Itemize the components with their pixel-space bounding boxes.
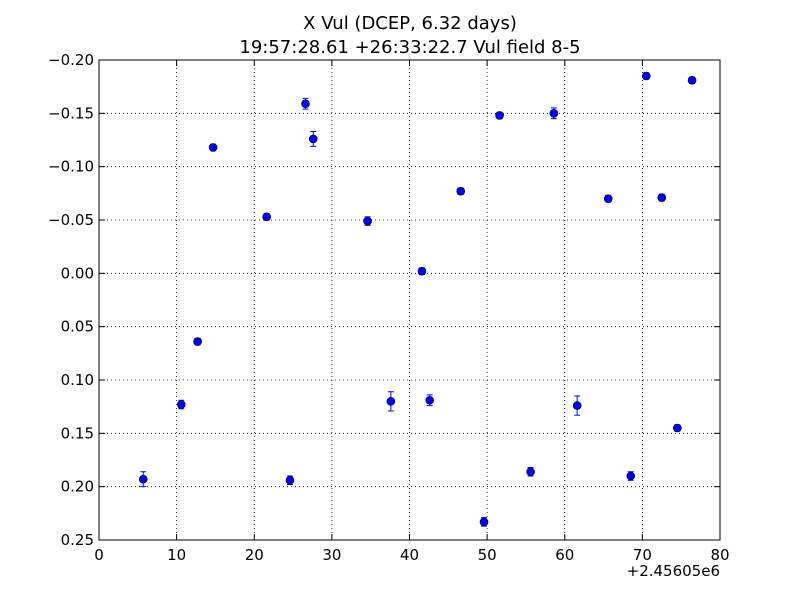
y-tick-label: 0.20 [61, 478, 94, 496]
x-tick-label: 70 [633, 546, 652, 564]
x-tick-label: 60 [555, 546, 574, 564]
x-offset-label: +2.45605e6 [627, 562, 720, 580]
y-tick-label: 0.05 [61, 318, 94, 336]
y-tick-label: −0.10 [48, 158, 94, 176]
data-marker [285, 475, 295, 485]
data-marker [641, 71, 651, 81]
data-point [363, 216, 372, 226]
data-point [572, 395, 582, 416]
x-tick-label: 80 [710, 546, 729, 564]
y-tick-label: 0.00 [61, 264, 94, 282]
data-marker [386, 397, 396, 406]
y-tick-label: −0.05 [48, 211, 94, 229]
data-points [138, 71, 697, 527]
data-point [208, 143, 218, 152]
data-marker [549, 109, 559, 118]
x-tick-label: 10 [167, 546, 186, 564]
data-point [603, 194, 613, 203]
data-point [262, 212, 271, 222]
data-point [193, 337, 202, 346]
data-marker [687, 75, 697, 85]
data-marker [456, 186, 466, 196]
plot-frame [98, 59, 721, 541]
axis-ticks: 0 10 20 30 40 50 60 70 80 −0.20 −0.15 −0.10 −0.05 0.0… [48, 51, 730, 564]
chart-title: X Vul (DCEP, 6.32 days) [303, 13, 517, 34]
data-point [687, 75, 697, 85]
data-marker [208, 143, 218, 152]
data-marker [495, 111, 504, 120]
data-point [526, 466, 535, 477]
data-marker [176, 400, 186, 409]
x-tick-label: 40 [400, 546, 419, 564]
data-marker [479, 517, 489, 527]
x-tick-label: 30 [322, 546, 341, 564]
data-point [673, 423, 682, 433]
data-point [417, 266, 427, 276]
data-point [285, 475, 295, 486]
data-point [176, 399, 186, 410]
data-point [657, 193, 667, 202]
chart-subtitle: 19:57:28.61 +26:33:22.7 Vul field 8-5 [239, 37, 580, 58]
data-marker [626, 471, 636, 481]
data-point [386, 391, 396, 412]
grid [99, 60, 720, 540]
data-marker [425, 395, 434, 405]
data-point [479, 517, 489, 527]
y-tick-label: −0.20 [48, 51, 94, 69]
data-point [456, 186, 466, 196]
data-point [626, 471, 636, 481]
data-marker [308, 134, 318, 144]
y-tick-label: 0.25 [61, 531, 94, 549]
data-marker [657, 193, 667, 202]
x-tick-label: 50 [478, 546, 497, 564]
data-point [495, 111, 504, 120]
data-marker [262, 212, 271, 222]
data-point [308, 130, 318, 147]
data-marker [193, 337, 202, 346]
data-marker [572, 401, 582, 410]
data-marker [526, 467, 535, 477]
data-marker [138, 474, 148, 484]
x-tick-label: 0 [94, 546, 104, 564]
data-marker [603, 194, 613, 203]
data-marker [363, 216, 372, 226]
data-point [301, 97, 310, 110]
y-tick-label: −0.15 [48, 104, 94, 122]
data-marker [417, 266, 427, 276]
data-point [641, 71, 651, 81]
data-marker [301, 99, 310, 109]
data-point [549, 107, 559, 120]
data-marker [673, 423, 682, 433]
data-point [425, 394, 434, 407]
y-tick-label: 0.15 [61, 424, 94, 442]
data-point [138, 471, 148, 488]
x-tick-label: 20 [245, 546, 264, 564]
y-tick-label: 0.10 [61, 371, 94, 389]
